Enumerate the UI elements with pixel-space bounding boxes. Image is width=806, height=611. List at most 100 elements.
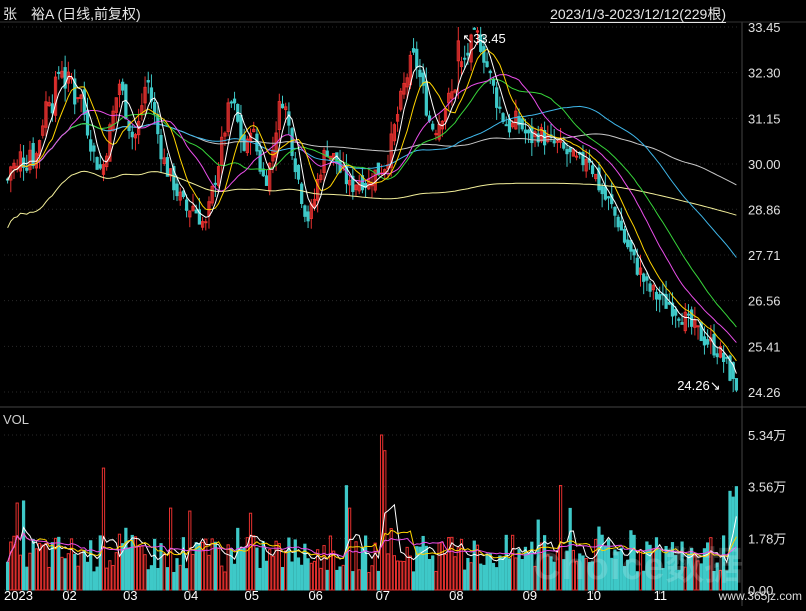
candle-body <box>431 123 435 130</box>
candle-body <box>721 352 726 363</box>
x-tick-label: 05 <box>245 588 259 603</box>
volume-bar <box>360 547 365 591</box>
volume-bar <box>261 541 265 591</box>
volume-bar <box>69 538 74 591</box>
volume-bar <box>715 562 719 591</box>
candle <box>252 121 256 133</box>
volume-bar <box>335 569 339 591</box>
volume-bar <box>479 563 483 591</box>
date-range-link[interactable]: 2023/1/3-2023/12/12(229根) <box>550 6 726 22</box>
volume-bar <box>73 553 77 591</box>
candle <box>133 132 138 151</box>
candle-body <box>677 318 681 321</box>
candle <box>351 168 355 200</box>
candle <box>188 210 192 228</box>
volume-bar <box>357 569 361 591</box>
candle-body <box>159 134 163 160</box>
candle <box>501 111 505 125</box>
candle-body <box>485 61 489 68</box>
ma5-line <box>7 39 737 374</box>
candle <box>728 354 732 382</box>
volume-bar <box>690 548 694 591</box>
volume-bar <box>677 569 681 591</box>
candle-body <box>450 91 454 99</box>
x-tick-label: 03 <box>123 588 137 603</box>
volume-bar <box>322 545 326 591</box>
volume-bar <box>143 554 147 591</box>
candle <box>734 378 739 392</box>
candle <box>450 79 454 106</box>
volume-bar <box>619 547 623 591</box>
candle-body <box>632 249 636 256</box>
volume-bar <box>654 537 659 591</box>
volume-bar <box>153 538 157 591</box>
candle-body <box>204 221 208 224</box>
volume-bar <box>127 547 131 591</box>
candle <box>488 69 492 85</box>
volume-bar <box>204 538 208 591</box>
candle <box>89 129 93 161</box>
candle <box>293 151 297 179</box>
candle <box>571 147 575 157</box>
candle-body <box>252 128 256 133</box>
candle-body <box>674 309 678 316</box>
volume-bar <box>539 542 544 591</box>
candle <box>616 214 620 232</box>
volume-bar <box>264 560 269 591</box>
price-tick-label: 30.00 <box>748 157 781 172</box>
volume-bar <box>348 507 352 591</box>
volume-bar <box>341 564 345 591</box>
candle <box>175 175 179 202</box>
candle-body <box>619 220 623 231</box>
candle-body <box>242 134 246 151</box>
volume-bar <box>319 567 323 591</box>
candle <box>594 173 598 182</box>
candle-body <box>117 83 122 95</box>
volume-bar <box>172 571 176 591</box>
candle-body <box>60 70 64 78</box>
volume-bar <box>271 556 275 591</box>
candle <box>290 126 294 161</box>
candle-body <box>686 313 691 316</box>
volume-bar <box>504 534 508 591</box>
volume-bar <box>18 554 23 591</box>
site-watermark: www.365jz.com <box>718 589 802 603</box>
volume-bar <box>485 553 489 591</box>
candle-body <box>706 339 710 345</box>
candle-body <box>130 131 134 138</box>
candle <box>348 175 352 196</box>
volume-bar <box>399 560 403 591</box>
x-tick-label: 10 <box>587 588 601 603</box>
candle-body <box>606 196 611 199</box>
candle-body <box>98 164 102 169</box>
candle <box>613 206 617 228</box>
candle <box>325 140 329 158</box>
volume-bar <box>702 548 707 591</box>
volume-bar <box>101 467 106 591</box>
candle <box>731 361 735 392</box>
candle-body <box>664 294 668 309</box>
volume-bar <box>581 555 585 591</box>
volume-bar <box>85 561 90 591</box>
candle-body <box>539 127 544 142</box>
candle-body <box>296 164 301 180</box>
candle-body <box>284 106 288 111</box>
ma30-line <box>7 78 737 328</box>
candle-body <box>616 216 620 228</box>
volume-bar <box>47 566 51 591</box>
volume-bar <box>181 537 186 591</box>
candle <box>85 97 90 139</box>
price-tick-label: 31.15 <box>748 111 781 126</box>
candle-body <box>245 138 249 154</box>
candle-body <box>200 221 205 228</box>
volume-bar <box>258 567 262 591</box>
candle <box>114 97 118 123</box>
candle-body <box>348 179 352 186</box>
volume-bar <box>712 570 716 591</box>
volume-bars <box>5 434 739 591</box>
candle-body <box>603 186 607 200</box>
volume-bar <box>482 564 486 591</box>
volume-bar <box>248 512 253 591</box>
candle <box>18 144 23 178</box>
